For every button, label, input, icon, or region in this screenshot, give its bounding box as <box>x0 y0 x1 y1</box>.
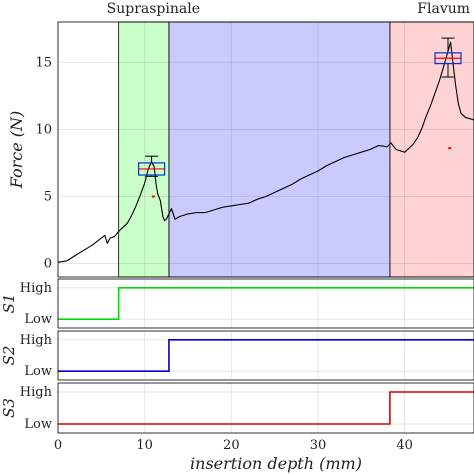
signal-0-axes-frame <box>57 278 474 329</box>
outlier-marker-1 <box>448 147 452 150</box>
x-axis: 0 10 20 30 40 insertion depth (mm) <box>54 438 413 473</box>
signal-2-high-label: High <box>20 385 53 400</box>
force-y-tick-label-0: 0 <box>44 257 52 272</box>
signal-2-y-axis-label: S3 <box>0 398 18 418</box>
force-plot-background <box>58 22 474 277</box>
signal-1-background <box>58 331 474 380</box>
signal-1-high-label: High <box>20 333 53 348</box>
force-series-line-0 <box>57 41 474 263</box>
signal-0-y-axis-label: S1 <box>0 294 18 314</box>
signal-0-low-label: Low <box>24 312 52 327</box>
force-panel: 0 5 10 15 Supraspinale Flavum Force (N) <box>7 1 474 278</box>
region-title-1: Flavum <box>417 1 470 17</box>
outlier-marker-0 <box>151 195 155 198</box>
force-y-tick-label-1: 5 <box>44 189 52 204</box>
signal-1-axes-frame <box>57 330 474 381</box>
force-y-tick-label-2: 10 <box>35 122 52 137</box>
signal-2-axes-frame <box>57 382 474 434</box>
force-y-axis-label: Force (N) <box>7 111 26 190</box>
x-tick-label-4: 40 <box>396 438 413 453</box>
signal-2-low-label: Low <box>24 417 52 432</box>
x-axis-label: insertion depth (mm) <box>190 454 362 473</box>
signal-0-background <box>58 279 474 328</box>
signal-0-high-label: High <box>20 281 53 296</box>
signal-1-y-axis-label: S2 <box>0 346 18 366</box>
force-axes-frame <box>57 21 474 278</box>
signal-2-background <box>58 383 474 433</box>
region-title-0: Supraspinale <box>107 1 200 17</box>
signal-0-step-line <box>58 287 474 320</box>
tissue-region-0 <box>118 21 170 278</box>
force-y-tick-label-3: 15 <box>35 55 52 70</box>
x-tick-label-1: 10 <box>136 438 153 453</box>
signal-1-low-label: Low <box>24 364 52 379</box>
signal-1-step-line <box>58 339 474 372</box>
x-tick-label-3: 30 <box>310 438 327 453</box>
x-tick-label-0: 0 <box>54 438 62 453</box>
x-tick-label-2: 20 <box>223 438 240 453</box>
tissue-region-2 <box>389 21 474 278</box>
tissue-region-1 <box>168 21 391 278</box>
signal-2-step-line <box>58 391 474 425</box>
